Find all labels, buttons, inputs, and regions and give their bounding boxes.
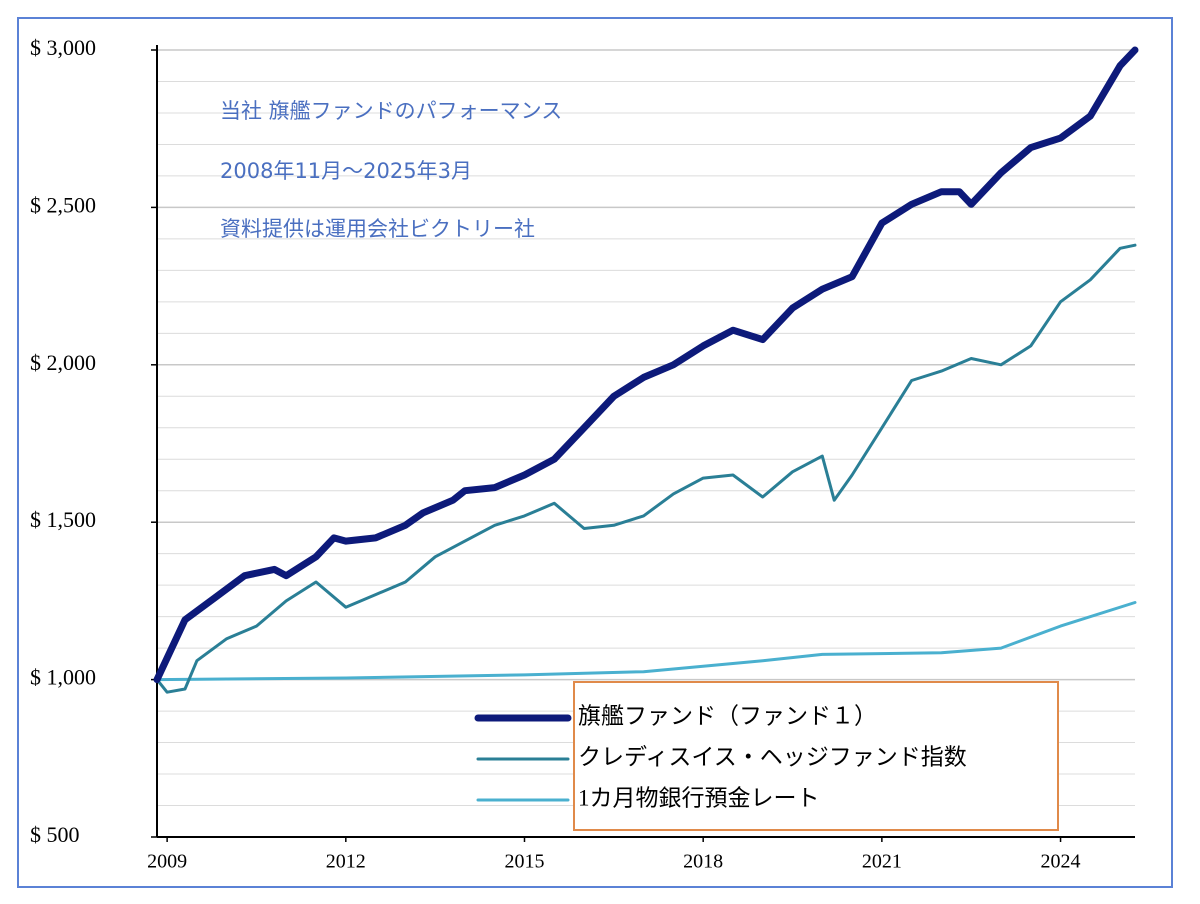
legend-label: 1カ月物銀行預金レート bbox=[578, 785, 820, 810]
y-tick-label: $ 500 bbox=[30, 822, 80, 847]
x-tick-label: 2018 bbox=[683, 851, 723, 873]
x-tick-label: 2012 bbox=[326, 851, 366, 873]
x-tick-label: 2024 bbox=[1041, 851, 1081, 873]
annotation: 2008年11月～2025年3月 bbox=[220, 159, 472, 183]
x-tick-label: 2015 bbox=[504, 851, 544, 873]
y-tick-label: $ 1,000 bbox=[30, 665, 96, 690]
legend-label: クレディスイス・ヘッジファンド指数 bbox=[578, 744, 967, 769]
y-tick-label: $ 1,500 bbox=[30, 507, 96, 532]
y-tick-label: $ 2,000 bbox=[30, 350, 96, 375]
line bbox=[153, 46, 1139, 684]
legend-label: 旗艦ファンド（ファンド１） bbox=[578, 703, 877, 728]
legend-box bbox=[573, 681, 1059, 831]
line bbox=[155, 601, 1137, 682]
y-tick-label: $ 3,000 bbox=[30, 35, 96, 60]
annotation: 当社 旗艦ファンドのパフォーマンス bbox=[220, 99, 562, 123]
frame bbox=[17, 17, 1173, 888]
x-tick-label: 2009 bbox=[147, 851, 187, 873]
y-tick-label: $ 2,500 bbox=[30, 192, 96, 217]
line bbox=[155, 243, 1137, 694]
x-tick-label: 2021 bbox=[862, 851, 902, 873]
legend: 旗艦ファンド（ファンド１） クレディスイス・ヘッジファンド指数 1カ月物銀行預金レー… bbox=[474, 681, 1059, 831]
annotation: 資料提供は運用会社ビクトリー社 bbox=[220, 217, 535, 241]
